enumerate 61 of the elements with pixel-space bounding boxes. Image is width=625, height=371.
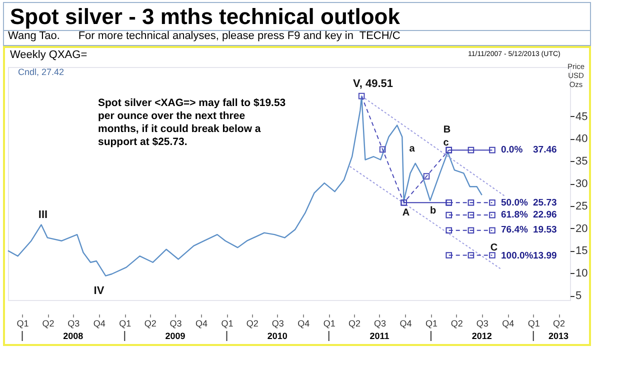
x-tick-label: Q3	[476, 318, 488, 328]
annotation: 37.46	[533, 144, 557, 156]
annotation: 0.0%	[501, 144, 523, 156]
x-tick-label: Q4	[93, 318, 106, 328]
x-tick-label: Q2	[144, 318, 156, 328]
x-tick-label: Q1	[221, 318, 234, 328]
x-tick-label: Q3	[272, 318, 284, 328]
annotation: V, 49.51	[353, 78, 393, 90]
annotation: C	[490, 242, 498, 254]
x-tick-label: Q2	[450, 318, 463, 328]
annotation: 13.99	[533, 250, 557, 262]
y-tick-label: 15	[576, 245, 588, 258]
y-tick-label: 45	[576, 110, 588, 123]
annotation: 19.53	[533, 224, 557, 236]
x-tick-label: Q4	[196, 318, 208, 328]
annotation: IV	[94, 285, 104, 297]
annotation: B	[443, 124, 451, 136]
annotation: b	[430, 206, 436, 216]
x-tick-label: Q3	[68, 318, 80, 328]
x2-tick-label: 2008	[63, 331, 84, 341]
annotation: a	[409, 144, 415, 154]
x2-tick-label: 2013	[548, 331, 569, 341]
x2-tick-label: 2009	[165, 331, 186, 341]
annotation: 61.8%	[501, 210, 528, 220]
annotation: 22.96	[533, 210, 557, 220]
x-tick-label: Q2	[246, 318, 258, 328]
chart-subtitle: Wang Tao. For more technical analyses, please press F9 and key in TECH/C	[8, 30, 400, 42]
annotation: 25.73	[533, 198, 557, 208]
x-tick-label: Q4	[400, 318, 412, 328]
x-tick-label: Q4	[298, 318, 310, 328]
y-tick-label: 35	[576, 156, 588, 168]
annotation: 76.4%	[501, 224, 528, 236]
annotation: 100.0%	[501, 250, 534, 262]
annotation: 50.0%	[501, 198, 528, 208]
x2-tick-label: 2012	[472, 331, 492, 341]
y-tick-label: 20	[576, 222, 588, 235]
x-tick-label: Q2	[348, 318, 361, 328]
annotation: Spot silver <XAG=> may fall to $19.53 per ounce over the next three months, if it could break below a support at $25.73.	[98, 97, 287, 149]
y-tick-label: 5	[576, 290, 582, 302]
x2-tick-label: 2010	[267, 331, 288, 341]
text: Weekly QXAG=	[10, 49, 88, 61]
x2-tick-label: 2011	[370, 331, 390, 341]
x-tick-label: Q2	[553, 318, 566, 328]
x-tick-label: Q2	[42, 318, 54, 328]
x-tick-label: Q4	[502, 318, 514, 328]
annotation: III	[38, 209, 48, 221]
annotation: c	[443, 138, 449, 148]
x-tick-label: Q1	[528, 318, 540, 328]
annotation: A	[402, 208, 410, 218]
x-tick-label: Q1	[323, 318, 336, 328]
x-tick-label: Q1	[119, 318, 132, 328]
y-tick-label: 30	[576, 178, 588, 190]
x-tick-label: Q1	[16, 318, 29, 328]
x-tick-label: Q3	[170, 318, 182, 328]
y-tick-label: 10	[576, 268, 588, 280]
chart-title: Spot silver - 3 mths technical outlook	[10, 4, 400, 30]
x-tick-label: Q1	[425, 318, 438, 328]
x-tick-label: Q3	[374, 318, 386, 328]
y-tick-label: 40	[576, 133, 588, 146]
annotation: Cndl, 27.42	[18, 67, 64, 77]
y-tick-label: 25	[576, 200, 588, 212]
